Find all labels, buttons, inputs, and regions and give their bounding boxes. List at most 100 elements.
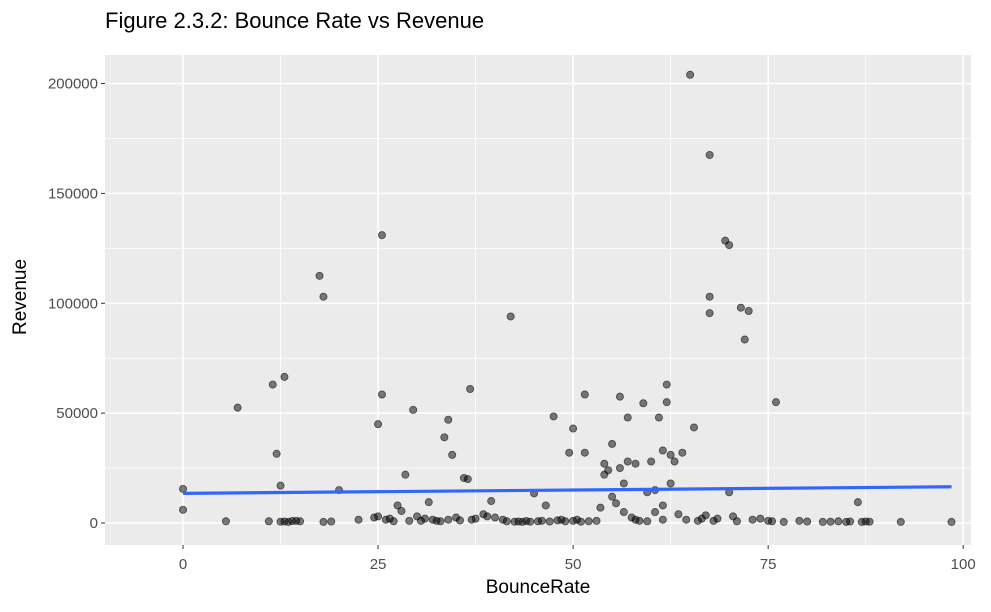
trend-line xyxy=(183,485,952,495)
data-point xyxy=(666,450,675,459)
data-point xyxy=(686,70,695,79)
data-point xyxy=(296,517,305,526)
y-tick-label: 50000 xyxy=(56,405,98,422)
data-point xyxy=(662,398,671,407)
data-point xyxy=(853,498,862,507)
data-point xyxy=(576,517,585,526)
data-point xyxy=(725,241,734,250)
data-point xyxy=(756,514,765,523)
data-point xyxy=(179,484,188,493)
data-point xyxy=(670,457,679,466)
data-point xyxy=(319,517,328,526)
data-point xyxy=(771,398,780,407)
data-point xyxy=(584,517,593,526)
data-point xyxy=(678,448,687,457)
data-point xyxy=(506,312,515,321)
data-point xyxy=(619,508,628,517)
y-tick-label: 100000 xyxy=(48,295,98,312)
data-point xyxy=(674,510,683,519)
data-point xyxy=(221,517,230,526)
data-point xyxy=(526,517,535,526)
data-point xyxy=(405,516,414,525)
data-point xyxy=(635,516,644,525)
y-axis: 0 50000 100000 150000 200000 xyxy=(48,76,105,532)
data-point xyxy=(374,420,383,429)
data-point xyxy=(580,448,589,457)
data-point xyxy=(545,517,554,526)
data-point xyxy=(401,470,410,479)
data-point xyxy=(483,512,492,521)
data-point xyxy=(233,403,242,412)
data-point xyxy=(865,517,874,526)
data-point xyxy=(732,517,741,526)
data-point xyxy=(662,380,671,389)
x-axis-label: BounceRate xyxy=(485,577,591,598)
data-point xyxy=(537,516,546,525)
data-point xyxy=(549,412,558,421)
data-point xyxy=(565,448,574,457)
data-point xyxy=(600,459,609,468)
data-point xyxy=(736,303,745,312)
data-point xyxy=(448,450,457,459)
data-point xyxy=(608,439,617,448)
data-point xyxy=(374,512,383,521)
data-point xyxy=(354,515,363,524)
data-point xyxy=(444,515,453,524)
data-point xyxy=(463,475,472,484)
data-point xyxy=(705,150,714,159)
chart-title: Figure 2.3.2: Bounce Rate vs Revenue xyxy=(105,8,485,33)
data-point xyxy=(623,413,632,422)
data-point xyxy=(440,433,449,442)
data-point xyxy=(643,517,652,526)
data-point xyxy=(682,515,691,524)
data-point xyxy=(436,517,445,526)
data-point xyxy=(947,517,956,526)
data-point xyxy=(658,446,667,455)
data-point xyxy=(846,517,855,526)
y-tick-label: 0 xyxy=(90,515,98,532)
data-point xyxy=(592,516,601,525)
data-point xyxy=(658,515,667,524)
data-point xyxy=(580,390,589,399)
data-point xyxy=(639,399,648,408)
data-point xyxy=(444,415,453,424)
data-point xyxy=(264,517,273,526)
data-point xyxy=(896,517,905,526)
data-point xyxy=(779,517,788,526)
x-tick-label: 50 xyxy=(565,556,582,573)
x-tick-label: 25 xyxy=(370,556,387,573)
data-point xyxy=(612,499,621,508)
data-point xyxy=(280,372,289,381)
data-point xyxy=(569,424,578,433)
data-point xyxy=(596,503,605,512)
data-point xyxy=(690,423,699,432)
data-point xyxy=(654,413,663,422)
data-point xyxy=(666,479,675,488)
data-point xyxy=(471,514,480,523)
data-point xyxy=(272,449,281,458)
data-point xyxy=(701,511,710,520)
data-point xyxy=(818,517,827,526)
data-point xyxy=(608,492,617,501)
data-point xyxy=(179,505,188,514)
data-point xyxy=(604,466,613,475)
data-point xyxy=(491,513,500,522)
y-tick-label: 200000 xyxy=(48,76,98,93)
data-point xyxy=(327,517,336,526)
data-point xyxy=(389,517,398,526)
data-point xyxy=(561,517,570,526)
trend-line-group xyxy=(183,485,952,495)
data-point xyxy=(319,292,328,301)
y-tick-label: 150000 xyxy=(48,185,98,202)
data-point xyxy=(424,498,433,507)
data-point xyxy=(631,459,640,468)
plot-panel xyxy=(105,55,971,545)
data-point xyxy=(466,384,475,393)
data-point xyxy=(834,517,843,526)
data-point xyxy=(826,517,835,526)
x-tick-label: 100 xyxy=(951,556,976,573)
data-point xyxy=(393,501,402,510)
data-point xyxy=(651,508,660,517)
y-axis-label: Revenue xyxy=(10,258,31,336)
